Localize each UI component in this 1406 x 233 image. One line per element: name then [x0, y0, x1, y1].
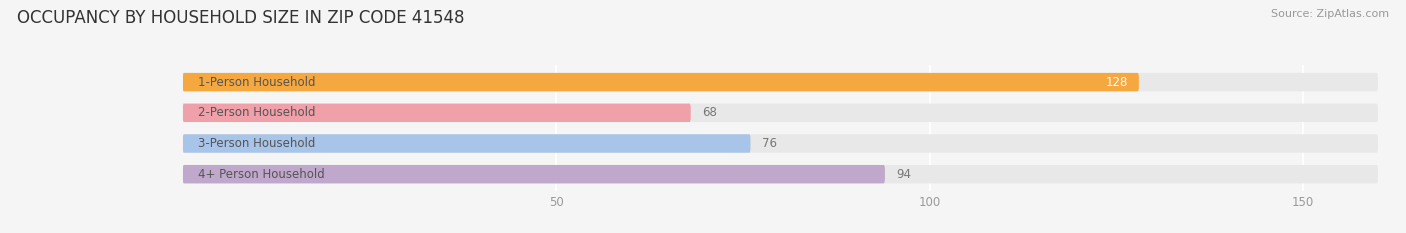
FancyBboxPatch shape [183, 104, 690, 122]
Text: 76: 76 [762, 137, 776, 150]
Text: 68: 68 [702, 106, 717, 119]
FancyBboxPatch shape [183, 104, 1378, 122]
Text: 2-Person Household: 2-Person Household [198, 106, 315, 119]
Text: 94: 94 [896, 168, 911, 181]
FancyBboxPatch shape [183, 73, 1139, 91]
Text: Source: ZipAtlas.com: Source: ZipAtlas.com [1271, 9, 1389, 19]
Text: 4+ Person Household: 4+ Person Household [198, 168, 325, 181]
FancyBboxPatch shape [183, 73, 1378, 91]
FancyBboxPatch shape [183, 165, 1378, 183]
Text: 1-Person Household: 1-Person Household [198, 76, 315, 89]
FancyBboxPatch shape [183, 165, 884, 183]
FancyBboxPatch shape [183, 134, 751, 153]
Text: 3-Person Household: 3-Person Household [198, 137, 315, 150]
FancyBboxPatch shape [183, 134, 1378, 153]
Text: 128: 128 [1105, 76, 1128, 89]
Text: OCCUPANCY BY HOUSEHOLD SIZE IN ZIP CODE 41548: OCCUPANCY BY HOUSEHOLD SIZE IN ZIP CODE … [17, 9, 464, 27]
